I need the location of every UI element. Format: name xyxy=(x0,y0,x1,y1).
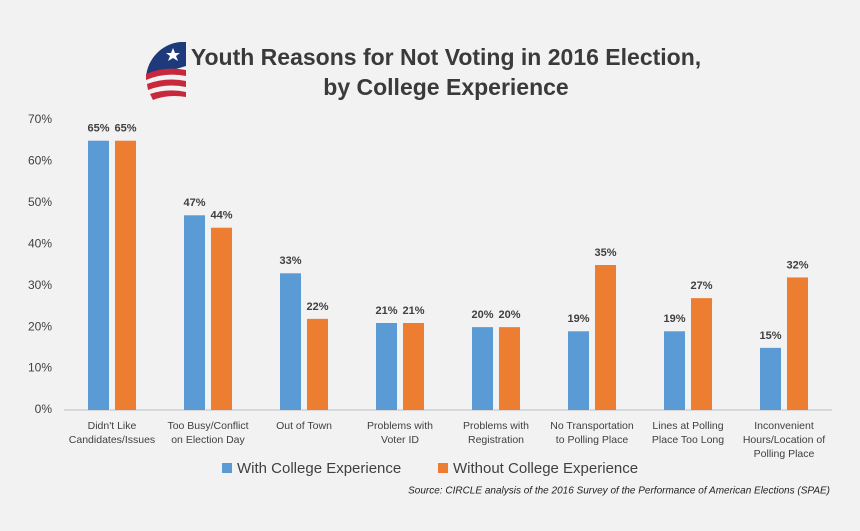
bar xyxy=(568,331,589,410)
bar xyxy=(115,140,136,410)
y-tick-label: 20% xyxy=(28,319,52,333)
legend-swatch xyxy=(222,463,232,473)
y-tick-label: 70% xyxy=(28,112,52,126)
y-tick-label: 0% xyxy=(35,402,53,416)
value-label: 20% xyxy=(471,309,493,321)
x-tick-label: Polling Place xyxy=(754,448,815,460)
bar xyxy=(664,331,685,410)
x-tick-label: Voter ID xyxy=(381,434,419,446)
value-label: 27% xyxy=(690,280,712,292)
bar xyxy=(472,327,493,410)
bar xyxy=(787,277,808,410)
x-tick-label: Inconvenient xyxy=(754,420,814,432)
bar xyxy=(211,227,232,410)
value-label: 21% xyxy=(402,305,424,317)
x-tick-label: Out of Town xyxy=(276,420,332,432)
value-label: 47% xyxy=(183,197,205,209)
chart-title: by College Experience xyxy=(323,74,568,100)
y-tick-label: 30% xyxy=(28,278,52,292)
bar xyxy=(184,215,205,410)
value-label: 15% xyxy=(759,330,781,342)
y-tick-label: 10% xyxy=(28,361,52,375)
x-tick-label: No Transportation xyxy=(550,420,634,432)
x-tick-label: Didn't Like xyxy=(88,420,137,432)
y-tick-label: 40% xyxy=(28,236,52,250)
value-label: 33% xyxy=(279,255,301,267)
legend-label: Without College Experience xyxy=(453,460,638,477)
logo xyxy=(146,42,186,100)
x-tick-label: Hours/Location of xyxy=(743,434,825,446)
bar xyxy=(760,347,781,410)
bar xyxy=(403,323,424,410)
x-tick-label: Lines at Polling xyxy=(652,420,723,432)
legend-swatch xyxy=(438,463,448,473)
bar xyxy=(280,273,301,410)
x-tick-label: on Election Day xyxy=(171,434,245,446)
x-tick-label: Too Busy/Conflict xyxy=(167,420,248,432)
bar xyxy=(307,318,328,410)
x-tick-label: Candidates/Issues xyxy=(69,434,155,446)
value-label: 32% xyxy=(786,259,808,271)
value-label: 21% xyxy=(375,305,397,317)
bar xyxy=(691,298,712,410)
x-tick-label: Problems with xyxy=(367,420,433,432)
x-tick-label: Problems with xyxy=(463,420,529,432)
x-tick-label: to Polling Place xyxy=(556,434,629,446)
legend-label: With College Experience xyxy=(237,460,401,477)
value-label: 35% xyxy=(594,247,616,259)
y-tick-label: 50% xyxy=(28,195,52,209)
chart-title: Youth Reasons for Not Voting in 2016 Ele… xyxy=(191,44,701,70)
bar xyxy=(499,327,520,410)
value-label: 19% xyxy=(567,313,589,325)
value-label: 65% xyxy=(87,123,109,135)
bar xyxy=(88,140,109,410)
value-label: 22% xyxy=(306,301,328,313)
bar xyxy=(376,323,397,410)
x-tick-label: Place Too Long xyxy=(652,434,724,446)
x-tick-label: Registration xyxy=(468,434,524,446)
bar xyxy=(595,265,616,410)
y-tick-label: 60% xyxy=(28,154,52,168)
source-note: Source: CIRCLE analysis of the 2016 Surv… xyxy=(408,486,830,497)
value-label: 44% xyxy=(210,210,232,222)
value-label: 19% xyxy=(663,313,685,325)
value-label: 20% xyxy=(498,309,520,321)
value-label: 65% xyxy=(114,123,136,135)
